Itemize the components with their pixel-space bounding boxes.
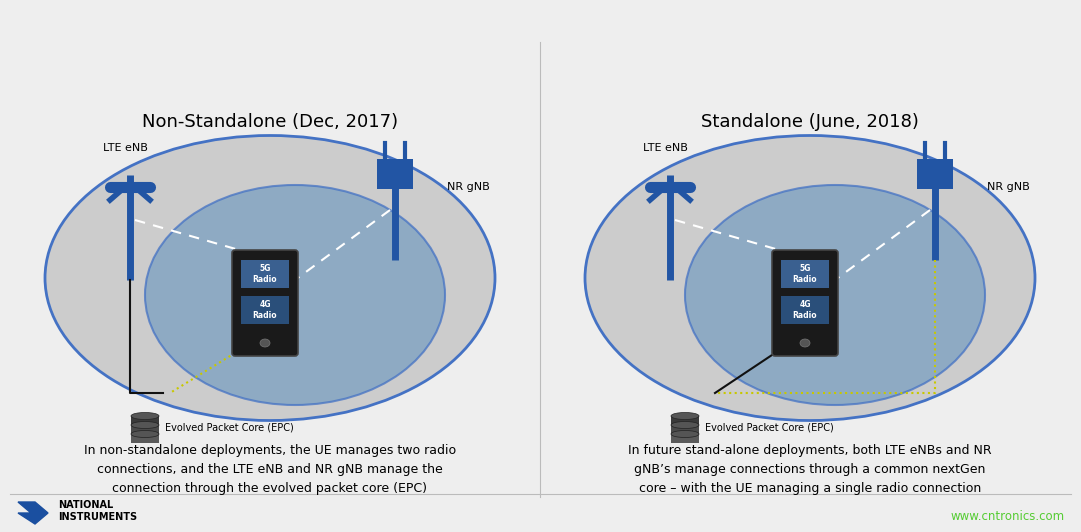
Ellipse shape — [671, 421, 699, 428]
Text: In future stand-alone deployments, both LTE eNBs and NR
gNB’s manage connections: In future stand-alone deployments, both … — [628, 444, 991, 495]
Text: Non-Standalone (Dec, 2017): Non-Standalone (Dec, 2017) — [142, 113, 398, 131]
Ellipse shape — [145, 185, 445, 405]
Ellipse shape — [585, 136, 1035, 420]
Bar — [671, 425, 699, 434]
Text: Standalone (June, 2018): Standalone (June, 2018) — [702, 113, 919, 131]
Text: Evolved Packet Core (EPC): Evolved Packet Core (EPC) — [165, 423, 294, 433]
Bar — [131, 425, 159, 434]
Ellipse shape — [800, 339, 810, 347]
Ellipse shape — [671, 430, 699, 437]
FancyBboxPatch shape — [232, 250, 298, 356]
Ellipse shape — [685, 185, 985, 405]
Text: Evolved Packet Core (EPC): Evolved Packet Core (EPC) — [705, 423, 833, 433]
Text: 4G
Radio: 4G Radio — [253, 300, 278, 320]
Polygon shape — [18, 502, 48, 524]
FancyBboxPatch shape — [772, 250, 838, 356]
Ellipse shape — [131, 430, 159, 437]
Bar — [131, 434, 159, 443]
Bar — [241, 296, 289, 324]
Text: 5G
Radio: 5G Radio — [792, 264, 817, 284]
Text: 5G
Radio: 5G Radio — [253, 264, 278, 284]
Bar — [917, 159, 953, 189]
Text: LTE eNB: LTE eNB — [642, 143, 688, 153]
Bar — [780, 296, 829, 324]
Text: NATIONAL: NATIONAL — [58, 501, 114, 511]
Bar — [780, 260, 829, 288]
Ellipse shape — [671, 412, 699, 420]
Ellipse shape — [45, 136, 495, 420]
Ellipse shape — [261, 339, 270, 347]
Bar — [241, 260, 289, 288]
Bar — [131, 416, 159, 425]
Text: 4G
Radio: 4G Radio — [792, 300, 817, 320]
Text: LTE eNB: LTE eNB — [103, 143, 147, 153]
Text: www.cntronics.com: www.cntronics.com — [951, 510, 1065, 522]
Bar — [671, 416, 699, 425]
Text: INSTRUMENTS: INSTRUMENTS — [58, 511, 137, 521]
Bar — [671, 434, 699, 443]
Ellipse shape — [131, 412, 159, 420]
Text: NR gNB: NR gNB — [448, 182, 490, 192]
Text: NR gNB: NR gNB — [987, 182, 1030, 192]
Ellipse shape — [131, 421, 159, 428]
Bar — [377, 159, 413, 189]
Text: In non-standalone deployments, the UE manages two radio
connections, and the LTE: In non-standalone deployments, the UE ma… — [84, 444, 456, 495]
